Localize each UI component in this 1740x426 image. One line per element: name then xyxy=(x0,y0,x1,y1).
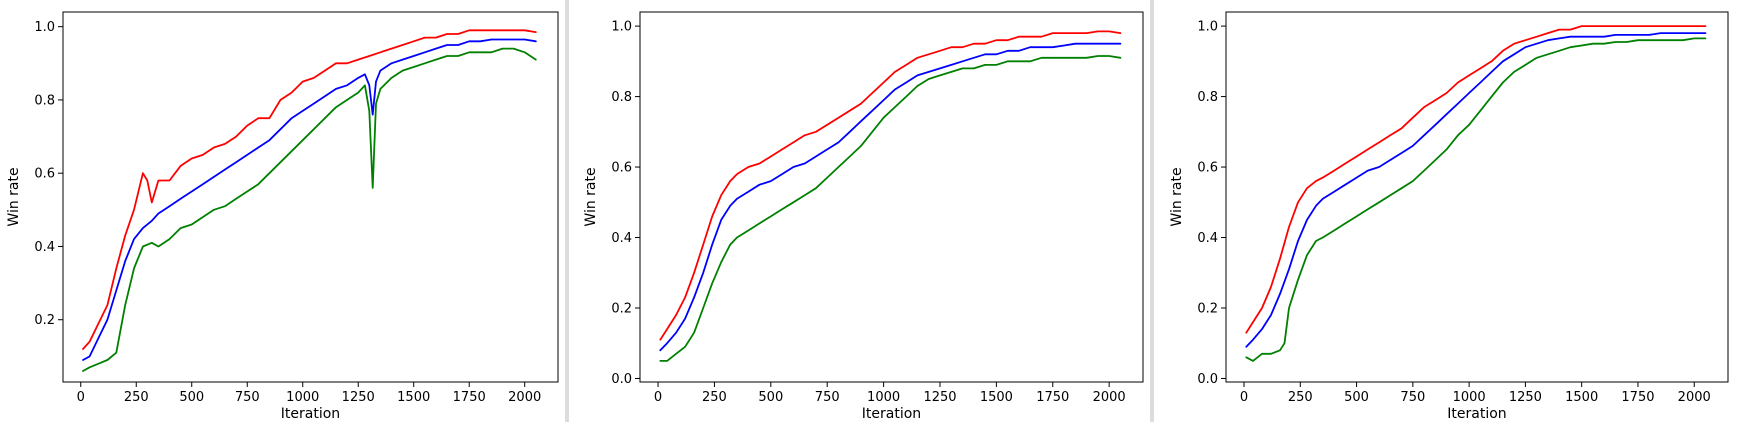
y-tick-label: 0.6 xyxy=(611,161,632,176)
y-tick-label: 0.4 xyxy=(611,231,632,246)
x-tick-label: 500 xyxy=(758,390,783,405)
x-axis-label: Iteration xyxy=(862,406,921,422)
x-tick-label: 1500 xyxy=(1565,390,1598,405)
x-tick-label: 1250 xyxy=(1509,390,1542,405)
y-tick-label: 0.6 xyxy=(34,167,55,182)
chart-panel-1: 0 250 500 750 1000 1250 1500 1750 2000 0.2 0.4 0.6 0… xyxy=(6,11,559,422)
y-tick-label: 0.0 xyxy=(1197,372,1218,387)
axes-frame xyxy=(62,11,559,383)
x-tick-label: 0 xyxy=(654,390,662,405)
y-tick-label: 0.2 xyxy=(611,302,632,317)
axes-frame xyxy=(639,11,1144,383)
x-tick-label: 2000 xyxy=(508,390,541,405)
y-tick-label: 0.4 xyxy=(34,240,55,255)
y-tick-label: 0.8 xyxy=(611,90,632,105)
axes-frame xyxy=(1225,11,1729,383)
x-tick-label: 750 xyxy=(815,390,840,405)
x-tick-label: 0 xyxy=(77,390,85,405)
y-tick-label: 1.0 xyxy=(611,20,632,35)
series-line-1 xyxy=(1245,25,1707,334)
x-tick-label: 1750 xyxy=(453,390,486,405)
x-tick-label: 1250 xyxy=(342,390,375,405)
series-line-2 xyxy=(1245,32,1707,348)
x-tick-label: 250 xyxy=(702,390,727,405)
x-tick-label: 1750 xyxy=(1036,390,1069,405)
chart-panel-3: 0 250 500 750 1000 1250 1500 1750 2000 0.0 0.2 0.4 0… xyxy=(1169,11,1729,422)
x-tick-label: 250 xyxy=(124,390,149,405)
series-group xyxy=(1245,25,1707,362)
y-axis-label: Win rate xyxy=(1169,167,1185,226)
x-tick-label: 250 xyxy=(1288,390,1313,405)
x-tick-label: 0 xyxy=(1240,390,1248,405)
series-line-1 xyxy=(82,29,537,350)
series-group xyxy=(82,29,537,372)
y-axis-label: Win rate xyxy=(6,167,22,226)
x-tick-label: 500 xyxy=(179,390,204,405)
panel-divider xyxy=(565,0,569,422)
chart-panel-2: 0 250 500 750 1000 1250 1500 1750 2000 0.0 0.2 0.4 0… xyxy=(583,11,1144,422)
x-tick-label: 750 xyxy=(235,390,260,405)
panel-divider xyxy=(1150,0,1154,422)
y-tick-label: 0.4 xyxy=(1197,231,1218,246)
x-tick-label: 1000 xyxy=(1453,390,1486,405)
x-tick-label: 500 xyxy=(1344,390,1369,405)
series-line-3 xyxy=(82,47,537,372)
series-line-3 xyxy=(1245,37,1707,362)
x-axis-label: Iteration xyxy=(1447,406,1506,422)
y-tick-label: 0.6 xyxy=(1197,161,1218,176)
x-tick-label: 1500 xyxy=(980,390,1013,405)
x-tick-label: 2000 xyxy=(1093,390,1126,405)
x-axis-label: Iteration xyxy=(281,406,340,422)
series-line-3 xyxy=(659,55,1122,362)
series-line-2 xyxy=(659,42,1122,352)
x-tick-label: 1750 xyxy=(1621,390,1654,405)
y-tick-label: 0.8 xyxy=(1197,90,1218,105)
x-tick-label: 1250 xyxy=(923,390,956,405)
y-tick-label: 0.2 xyxy=(1197,302,1218,317)
x-tick-label: 1500 xyxy=(397,390,430,405)
series-line-1 xyxy=(659,30,1122,341)
y-axis-label: Win rate xyxy=(583,167,599,226)
y-tick-label: 0.2 xyxy=(34,313,55,328)
x-tick-label: 1000 xyxy=(867,390,900,405)
y-tick-label: 1.0 xyxy=(1197,20,1218,35)
series-line-2 xyxy=(82,38,537,361)
y-tick-label: 0.0 xyxy=(611,372,632,387)
x-tick-label: 2000 xyxy=(1678,390,1711,405)
x-tick-label: 1000 xyxy=(286,390,319,405)
series-group xyxy=(659,30,1122,362)
x-tick-label: 750 xyxy=(1400,390,1425,405)
y-tick-label: 1.0 xyxy=(34,20,55,35)
y-tick-label: 0.8 xyxy=(34,93,55,108)
